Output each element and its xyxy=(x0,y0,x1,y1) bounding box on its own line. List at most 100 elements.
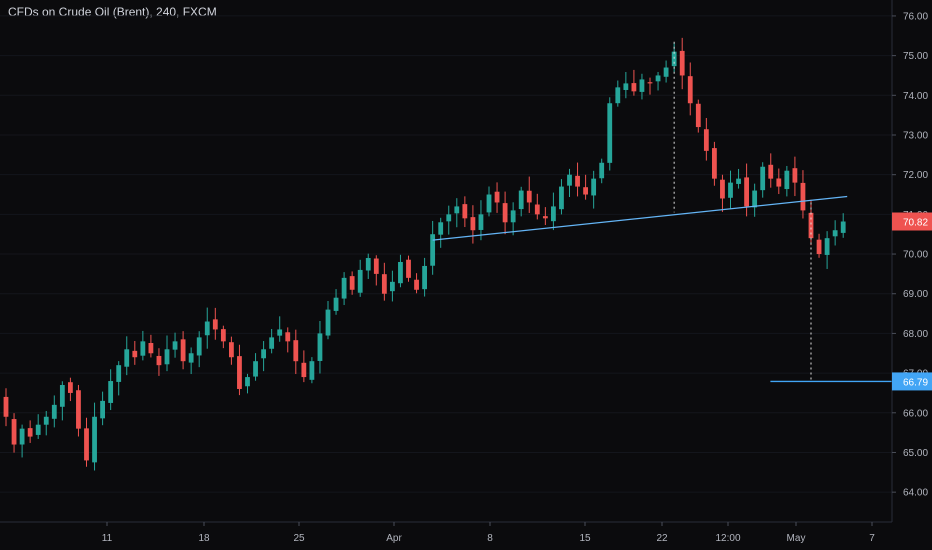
y-tick-label: 74.00 xyxy=(903,91,928,102)
candle-body xyxy=(647,82,653,84)
candle-body xyxy=(269,337,275,349)
candle-body xyxy=(108,381,114,403)
candle-body xyxy=(35,424,41,435)
candle-body xyxy=(100,400,105,419)
candle-body xyxy=(631,83,637,92)
candle-body xyxy=(687,76,693,104)
candle-body xyxy=(398,261,403,284)
candle-body xyxy=(526,190,532,203)
candle-body xyxy=(542,216,548,219)
candle-body xyxy=(212,319,218,330)
candle-body xyxy=(639,79,645,92)
candle-body xyxy=(204,321,210,336)
candle-body xyxy=(11,419,17,445)
candle-body xyxy=(478,214,484,230)
candle-body xyxy=(237,356,242,389)
candle-body xyxy=(3,396,9,417)
y-tick-label: 75.00 xyxy=(903,51,928,62)
candle-body xyxy=(414,279,419,290)
candle-body xyxy=(59,385,65,407)
candle-body xyxy=(84,428,89,461)
candle-body xyxy=(19,428,25,445)
x-tick-label: 12:00 xyxy=(715,533,740,544)
candle-body xyxy=(293,340,299,362)
candle-body xyxy=(261,349,266,359)
candle-body xyxy=(422,265,427,290)
y-tick-label: 66.00 xyxy=(903,408,928,419)
candle-body xyxy=(220,329,226,342)
candle-body xyxy=(671,51,677,67)
candle-body xyxy=(51,404,57,419)
candle-body xyxy=(486,194,492,213)
candle-body xyxy=(132,350,138,358)
candle-body xyxy=(325,309,331,336)
candle-body xyxy=(333,297,339,311)
candle-body xyxy=(599,162,605,179)
x-tick-label: 22 xyxy=(656,533,668,544)
y-tick-label: 69.00 xyxy=(903,289,928,300)
candle-body xyxy=(373,258,379,274)
candle-body xyxy=(148,342,154,354)
candle-body xyxy=(840,221,846,233)
candle-body xyxy=(43,416,49,425)
candle-body xyxy=(800,182,806,211)
candle-body xyxy=(768,164,774,179)
last-price-label-bg xyxy=(892,212,932,231)
candle-body xyxy=(816,239,822,255)
candle-body xyxy=(196,337,202,356)
candle-body xyxy=(728,182,733,198)
candle-body xyxy=(832,230,838,237)
y-tick-label: 64.00 xyxy=(903,488,928,499)
x-tick-label: 7 xyxy=(869,533,875,544)
target-price-label-bg xyxy=(892,372,932,391)
candle-body xyxy=(116,365,122,382)
candle-body xyxy=(824,238,830,255)
y-tick-label: 70.00 xyxy=(903,250,928,261)
x-tick-label: 11 xyxy=(102,533,113,544)
candle-body xyxy=(76,390,81,429)
candle-body xyxy=(760,166,766,191)
candle-body xyxy=(679,50,685,76)
grid xyxy=(0,15,892,493)
x-tick-label: 8 xyxy=(487,533,493,544)
candle-body xyxy=(390,281,395,292)
candle-body xyxy=(341,277,347,299)
last-price-label: 70.82 xyxy=(903,218,928,229)
candle-body xyxy=(792,168,798,183)
candle-body xyxy=(172,341,178,350)
candle-body xyxy=(229,342,234,358)
drawings[interactable] xyxy=(432,41,892,383)
candle-body xyxy=(559,186,564,210)
candle-body xyxy=(736,178,741,184)
candle-body xyxy=(591,178,597,196)
candle-body xyxy=(776,178,782,187)
x-tick-label: May xyxy=(787,533,806,544)
candle-body xyxy=(695,103,701,128)
candle-body xyxy=(381,274,387,294)
x-tick-label: 15 xyxy=(579,533,591,544)
candle-body xyxy=(583,187,588,195)
x-tick-label: 25 xyxy=(293,533,305,544)
candle-body xyxy=(615,87,621,104)
candle-body xyxy=(253,361,258,377)
candle-body xyxy=(752,190,758,208)
candle-body xyxy=(607,103,613,163)
trendline xyxy=(432,195,848,241)
x-tick-label: Apr xyxy=(386,533,402,544)
candle-body xyxy=(808,212,814,239)
candle-body xyxy=(245,377,250,387)
candle-body xyxy=(438,222,444,235)
candle-body xyxy=(349,276,355,290)
candle-body xyxy=(301,362,307,378)
y-tick-label: 73.00 xyxy=(903,130,928,141)
candle-body xyxy=(164,349,170,365)
candle-body xyxy=(510,210,516,223)
candle-body xyxy=(430,234,436,266)
candle-body xyxy=(365,258,371,271)
candle-body xyxy=(575,175,580,187)
y-tick-label: 76.00 xyxy=(903,11,928,22)
candle-body xyxy=(534,204,540,215)
candle-body xyxy=(188,353,194,363)
